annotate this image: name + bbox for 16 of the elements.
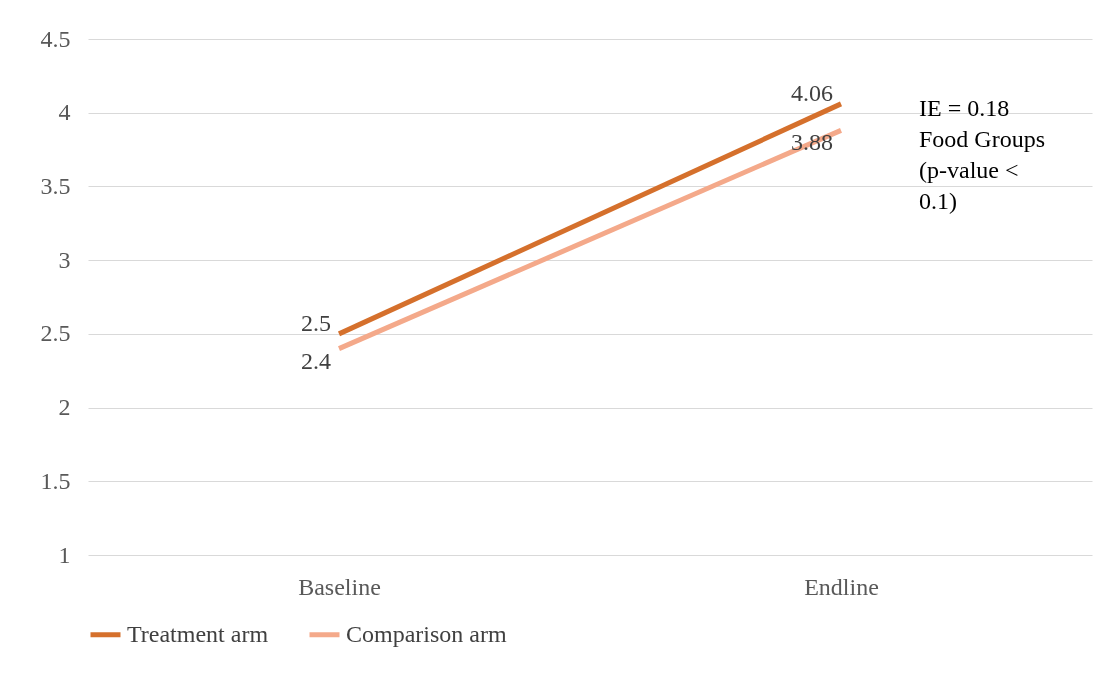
- x-tick-label: Endline: [804, 573, 879, 600]
- data-label: 2.5: [301, 309, 331, 336]
- y-tick-label: 4: [58, 99, 71, 126]
- y-tick-label: 3.5: [40, 172, 71, 199]
- y-tick-label: 3: [58, 246, 71, 273]
- y-tick-label: 2: [58, 394, 71, 421]
- annotation: IE = 0.18 Food Groups (p-value < 0.1): [919, 95, 1046, 214]
- legend-label: Treatment arm: [127, 620, 269, 647]
- x-tick-label: Baseline: [298, 573, 381, 600]
- legend-label: Comparison arm: [346, 620, 507, 647]
- y-tick-label: 2.5: [40, 320, 71, 347]
- data-label: 2.4: [301, 347, 331, 374]
- data-label: 4.06: [791, 79, 833, 106]
- y-tick-label: 4.5: [40, 25, 71, 52]
- y-tick-label: 1.5: [40, 467, 71, 494]
- y-tick-label: 1: [58, 541, 71, 568]
